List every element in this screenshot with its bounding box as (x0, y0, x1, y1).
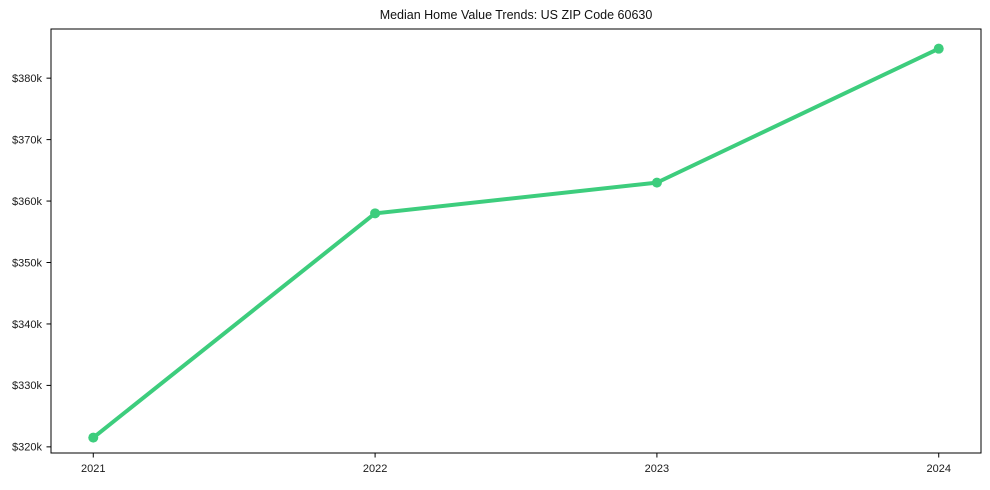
data-point (933, 43, 944, 54)
x-tick-label: 2022 (363, 463, 387, 475)
y-tick-label: $340k (12, 319, 42, 331)
x-tick-label: 2023 (645, 463, 669, 475)
y-tick-label: $370k (12, 134, 42, 146)
y-tick-label: $350k (12, 257, 42, 269)
data-point (370, 208, 381, 219)
y-tick-label: $380k (12, 73, 42, 85)
plot-frame (50, 28, 982, 454)
trend-line (91, 46, 941, 440)
y-tick-label: $360k (12, 196, 42, 208)
data-point (88, 432, 99, 443)
y-tick-label: $320k (12, 442, 42, 454)
data-point (651, 177, 662, 188)
chart-title: Median Home Value Trends: US ZIP Code 60… (380, 8, 653, 22)
x-tick-label: 2024 (926, 463, 950, 475)
x-tick-label: 2021 (81, 463, 105, 475)
y-tick-label: $330k (12, 380, 42, 392)
